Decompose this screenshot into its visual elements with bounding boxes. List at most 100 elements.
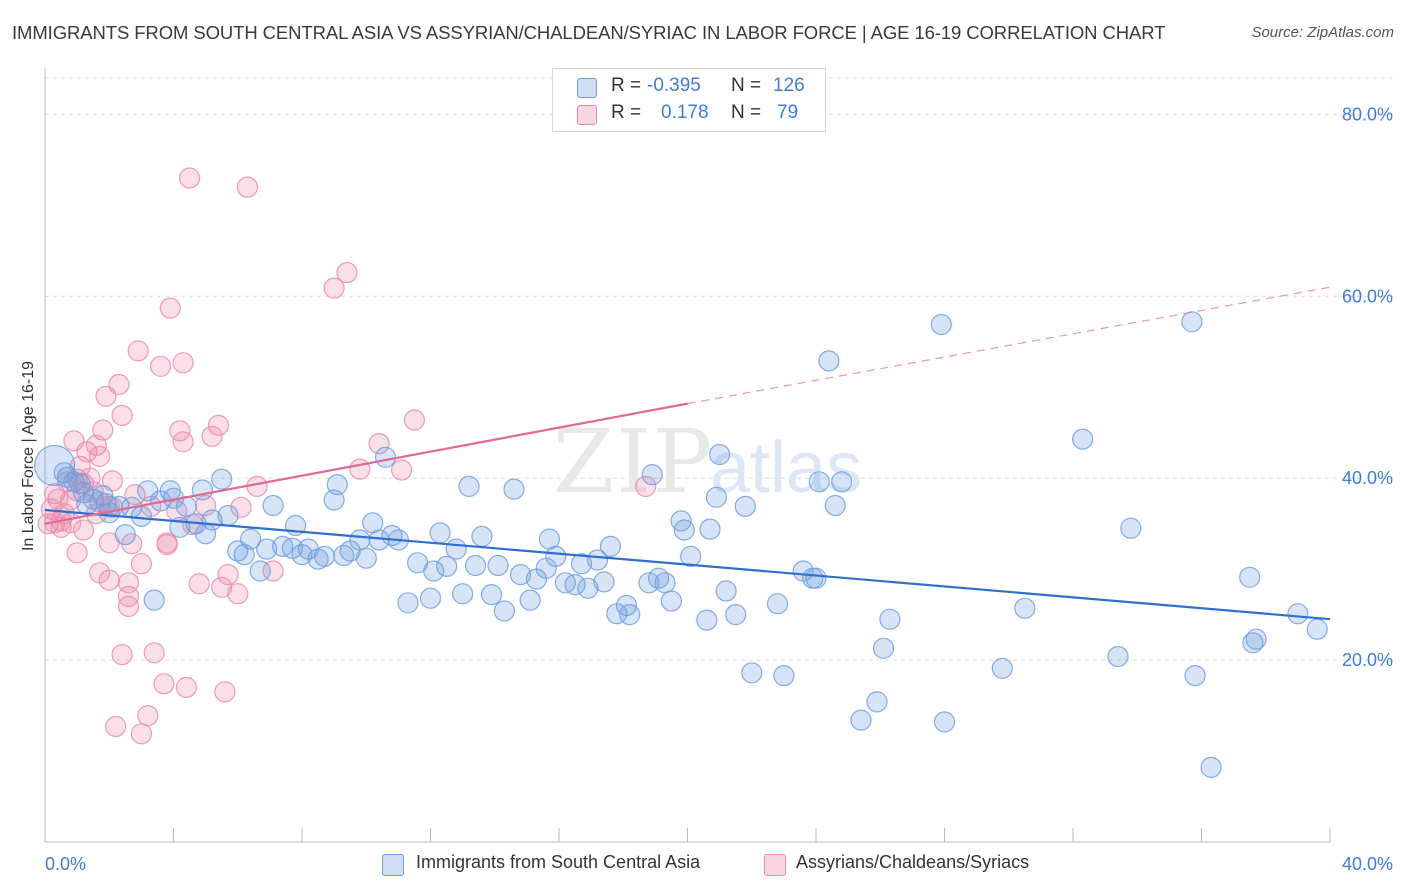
blue-point <box>487 554 509 577</box>
blue-point <box>866 691 888 713</box>
pink-point <box>179 167 201 189</box>
legend-n-value: 79 <box>777 102 799 123</box>
blue-point <box>734 495 756 517</box>
blue-points <box>33 311 1328 779</box>
blue-point <box>808 471 830 493</box>
blue-point <box>641 464 663 486</box>
pink-point <box>153 673 175 695</box>
blue-point <box>313 545 336 568</box>
legend-label-blue: Immigrants from South Central Asia <box>416 852 701 872</box>
pink-trend-line <box>44 402 688 525</box>
pink-point <box>211 576 233 598</box>
pink-point <box>117 595 140 618</box>
blue-point <box>680 545 702 568</box>
blue-point <box>436 555 458 578</box>
blue-point <box>1014 597 1036 619</box>
blue-point <box>879 608 901 630</box>
blue-point <box>397 592 419 614</box>
pink-point <box>227 583 249 605</box>
y-tick-label: 80.0% <box>1342 104 1393 124</box>
blue-point <box>715 580 737 602</box>
trend-lines <box>44 286 1331 621</box>
correlation-legend: R = -0.395 N = 126 R = 0.178 N = 79 <box>552 68 826 132</box>
legend-r-label: R = <box>611 75 642 96</box>
legend-n-value: 126 <box>773 75 805 96</box>
pink-point <box>101 470 124 492</box>
watermark-text: ZIP <box>553 410 714 513</box>
pink-points <box>37 167 657 745</box>
blue-point <box>464 554 487 577</box>
blue-trend-line <box>44 508 1331 621</box>
blue-point <box>1306 618 1328 640</box>
blue-point <box>509 563 532 586</box>
blue-point <box>824 494 846 517</box>
tick-labels: 20.0% 40.0% 60.0% 80.0% 0.0% 40.0% <box>45 104 1393 874</box>
blue-point <box>818 350 840 372</box>
blue-point <box>545 545 567 568</box>
pink-point <box>72 519 95 541</box>
pink-point <box>236 176 258 198</box>
pink-point <box>111 643 133 666</box>
pink-point <box>172 352 194 374</box>
blue-point <box>872 637 895 659</box>
pink-trend-extension <box>687 286 1331 405</box>
blue-point <box>660 590 683 612</box>
pink-point <box>143 642 165 664</box>
y-tick-label: 40.0% <box>1342 468 1393 488</box>
pink-point <box>92 419 114 441</box>
blue-point <box>850 709 872 731</box>
blue-point <box>355 547 377 569</box>
x-tick-label: 40.0% <box>1342 854 1393 874</box>
pink-point <box>262 560 284 582</box>
blue-point <box>773 664 795 687</box>
pink-point <box>105 715 127 738</box>
pink-point <box>403 409 425 431</box>
pink-point <box>124 484 146 506</box>
blue-point <box>577 577 599 599</box>
blue-point <box>114 523 136 546</box>
pink-point <box>130 723 152 745</box>
legend-n-label: N = <box>731 75 762 96</box>
pink-point <box>111 404 133 426</box>
blue-point <box>673 519 695 541</box>
blue-point <box>1071 428 1094 450</box>
blue-point <box>143 589 165 611</box>
blue-point <box>766 593 789 615</box>
x-tick-label: 0.0% <box>45 854 86 874</box>
blue-point <box>831 471 853 493</box>
pink-point <box>137 704 159 727</box>
pink-point <box>217 563 239 586</box>
blue-point <box>249 560 271 582</box>
blue-point <box>619 603 641 626</box>
blue-point <box>1120 517 1142 539</box>
blue-point <box>349 529 371 551</box>
blue-point <box>741 662 763 684</box>
blue-point <box>1181 311 1203 333</box>
blue-point <box>471 525 493 548</box>
blue-point <box>699 518 721 540</box>
blue-point <box>1287 603 1309 625</box>
gridlines <box>45 77 1393 661</box>
pink-point <box>150 355 172 377</box>
pink-point <box>207 414 230 436</box>
blue-point <box>654 572 676 594</box>
blue-point <box>570 553 593 575</box>
blue-point <box>458 475 480 497</box>
blue-point <box>211 468 233 490</box>
blue-point <box>708 443 731 466</box>
watermark-text: atlas <box>710 428 862 508</box>
blue-point <box>1107 645 1129 668</box>
blue-point <box>564 573 586 596</box>
y-tick-label: 20.0% <box>1342 650 1393 670</box>
legend-label-pink: Assyrians/Chaldeans/Syriacs <box>796 852 1030 872</box>
blue-point <box>445 538 467 560</box>
pink-point <box>214 681 236 703</box>
pink-point <box>108 373 130 396</box>
blue-point <box>1200 756 1222 779</box>
blue-point <box>419 587 442 609</box>
blue-point <box>930 313 952 336</box>
blue-point <box>480 583 503 606</box>
blue-point <box>725 603 747 626</box>
